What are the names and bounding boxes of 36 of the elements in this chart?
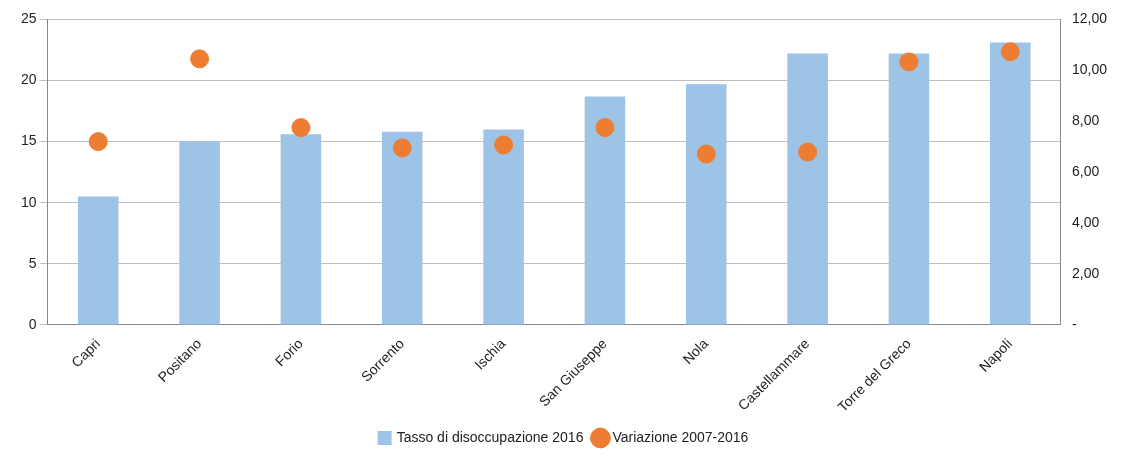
bar [787, 53, 828, 325]
y2-tick-label: 8,00 [1071, 112, 1100, 129]
y2-tick-label: 4,00 [1071, 213, 1100, 230]
bar [179, 141, 220, 325]
point [392, 138, 412, 158]
bar [483, 129, 524, 325]
legend-label: Tasso di disoccupazione 2016 [396, 428, 584, 445]
y2-tick-label: 2,00 [1071, 264, 1100, 281]
point [88, 132, 108, 152]
point [190, 49, 210, 69]
y2-tick-label: 10,00 [1071, 61, 1108, 78]
legend-label: Variazione 2007-2016 [612, 428, 749, 445]
y-tick-label: 20 [20, 71, 37, 88]
point [494, 135, 514, 155]
bar [888, 53, 930, 325]
point [798, 142, 818, 162]
point [595, 118, 615, 138]
point [899, 52, 919, 72]
bar [584, 96, 626, 325]
y-tick-label: 5 [28, 254, 37, 271]
y-tick-label: 10 [20, 193, 37, 210]
y2-tick-label: - [1071, 315, 1077, 332]
y2-tick-label: 6,00 [1071, 163, 1100, 180]
bar [381, 131, 423, 325]
y-tick-label: 25 [20, 10, 37, 27]
point [1000, 42, 1020, 62]
bar [686, 84, 727, 325]
y-tick-label: 15 [20, 132, 37, 149]
bar [280, 134, 322, 325]
y-tick-label: 0 [28, 315, 37, 332]
y2-tick-label: 12,00 [1071, 10, 1108, 27]
bar [990, 42, 1031, 325]
point [696, 144, 716, 164]
x-tick-label: Nola [679, 335, 712, 368]
point [291, 118, 311, 138]
bar [77, 196, 119, 325]
